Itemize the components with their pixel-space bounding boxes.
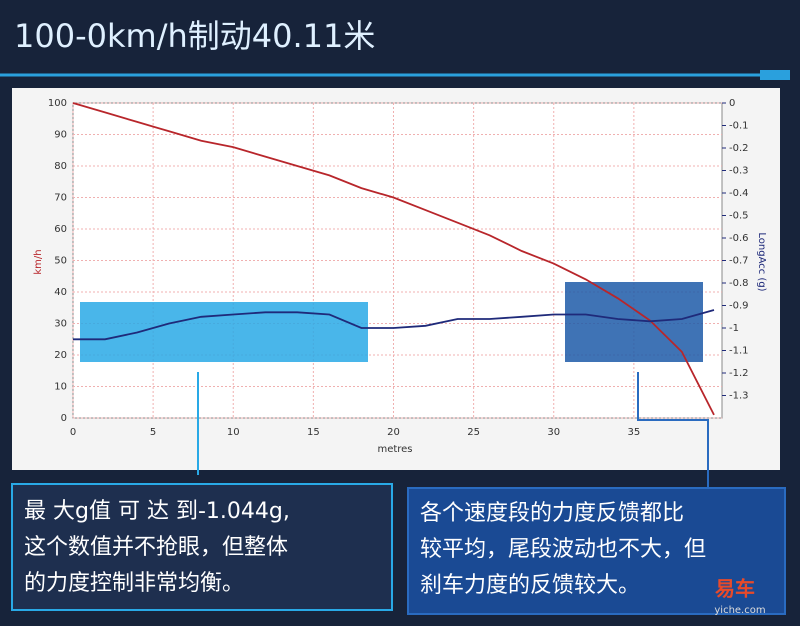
x-tick-label: 20 [387,427,400,438]
rule-accent [760,70,790,80]
note-line: 最 大g值 可 达 到-1.044g, [24,499,290,524]
y2-tick-label: -0.3 [729,166,749,177]
note-line: 这个数值并不抢眼，但整体 [24,535,288,560]
x-tick-label: 35 [627,427,640,438]
series-line [72,102,715,416]
y2-tick-label: -0.4 [729,188,749,199]
y-axis-label: km/h [33,249,44,274]
x-axis-label: metres [377,444,412,455]
grid [72,102,722,419]
x-tick-label: 10 [227,427,240,438]
note-line: 各个速度段的力度反馈都比 [420,501,684,526]
y-tick-label: 80 [54,161,67,172]
y-tick-label: 50 [54,256,67,267]
note-box-right [407,487,786,615]
x-tick-label: 30 [547,427,560,438]
note-line: 的力度控制非常均衡。 [24,571,244,596]
series-line [73,309,715,341]
x-tick-label: 5 [150,427,156,438]
y2-tick-label: -0.6 [729,233,749,244]
connector-right [637,372,709,488]
plot: 0 5 10 15 20 25 30 35 0 10 20 30 40 50 60 70 80 90 100 0 -0.… [48,98,749,438]
y2-tick-label: -1 [729,323,739,334]
y2-tick-label: -0.2 [729,143,749,154]
y2-tick-label: -0.9 [729,301,749,312]
y2-tick-label: -1.1 [729,346,749,357]
highlight-right [565,282,703,362]
y-tick-label: 40 [54,287,67,298]
brand-url: yiche.com [714,605,765,616]
y2-tick-label: -0.8 [729,278,749,289]
x-tick-label: 15 [307,427,320,438]
highlight-left [80,302,368,362]
y2-tick-label: -0.5 [729,211,749,222]
y-tick-label: 30 [54,319,67,330]
y-tick-label: 0 [61,413,67,424]
y2-tick-label: -1.3 [729,391,749,402]
note-line: 刹车力度的反馈较大。 [420,573,640,598]
y-tick-label: 70 [54,193,67,204]
y2-tick-label: -1.2 [729,368,749,379]
y-tick-label: 20 [54,350,67,361]
y2-tick-label: -0.7 [729,256,749,267]
y2-tick-label: 0 [729,98,735,109]
y-tick-label: 60 [54,224,67,235]
y-tick-label: 100 [48,98,67,109]
note-line: 较平均，尾段波动也不大，但 [420,537,706,562]
brand-logo: 易车 [715,577,755,601]
y-tick-label: 90 [54,130,67,141]
page-title: 100-0km/h制动40.11米 [14,17,375,55]
y2-tick-label: -0.1 [729,121,749,132]
y-tick-label: 10 [54,382,67,393]
note-box-left [11,483,393,611]
y2-axis-label: LongAcc (g) [756,232,767,291]
x-tick-label: 0 [70,427,76,438]
x-tick-label: 25 [467,427,480,438]
